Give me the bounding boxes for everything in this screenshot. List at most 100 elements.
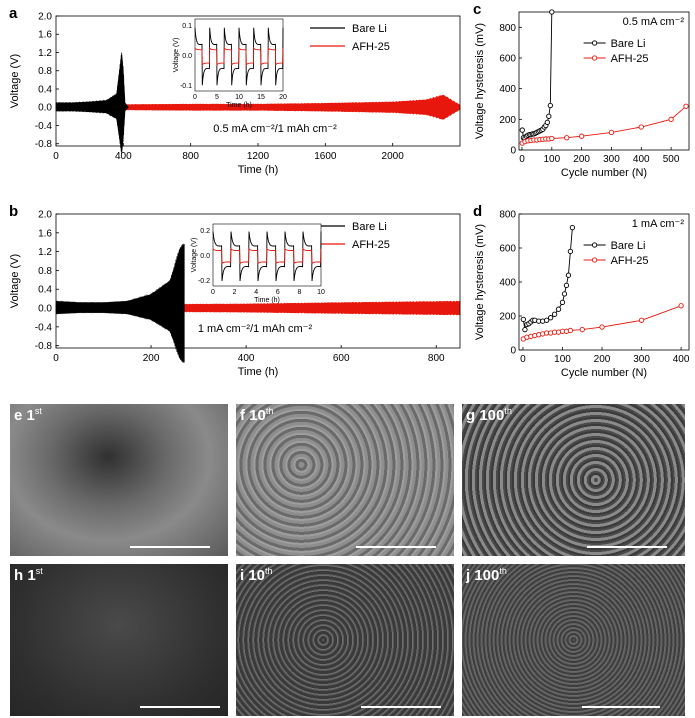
y-tick-label: -0.4 <box>35 121 53 132</box>
sem-cycle-suffix: th <box>265 406 274 416</box>
data-point-bare-li <box>567 248 574 255</box>
scale-bar <box>587 546 667 548</box>
data-point-afh-25 <box>549 135 555 142</box>
legend-label-bare-li: Bare Li <box>611 38 646 50</box>
series-bare-li-band <box>55 52 129 154</box>
inset-x-tick-label: 6 <box>276 289 280 296</box>
y-axis-label: Voltage hysteresis (mV) <box>474 224 486 340</box>
scale-bar <box>140 706 220 708</box>
inset-x-tick-label: 20 <box>279 94 287 101</box>
inset-series-afh-25 <box>212 247 322 265</box>
data-point-bare-li <box>519 127 525 133</box>
legend-marker-bare-li <box>591 40 598 46</box>
sem-cycle-suffix: th <box>504 406 512 416</box>
y-tick-label: 1.2 <box>38 247 52 258</box>
data-point-bare-li <box>561 291 568 297</box>
data-point-bare-li <box>565 272 572 278</box>
data-point-bare-li <box>551 311 558 317</box>
y-tick-label: 0.4 <box>38 285 52 296</box>
sem-image-e: e 1st <box>10 404 228 556</box>
y-tick-label: 1.6 <box>38 30 52 41</box>
y-tick-label: 400 <box>499 84 516 95</box>
sem-letter-cycle: g 100 <box>466 407 505 424</box>
legend-marker-afh-25 <box>591 257 598 263</box>
legend-label-afh-25: AFH-25 <box>611 53 649 65</box>
sem-letter-cycle: j 100 <box>466 567 500 584</box>
x-tick-label: 500 <box>663 154 680 165</box>
legend-label-bare-li: Bare Li <box>352 221 387 233</box>
y-tick-label: 800 <box>499 23 516 34</box>
sem-cycle-suffix: st <box>34 406 42 416</box>
panel-a: a 2.01.61.20.80.40.0-0.4-0.80 400 800 1200 16… <box>9 5 461 176</box>
x-tick-label: 800 <box>428 353 445 364</box>
x-tick-label: 400 <box>673 354 690 365</box>
inset-series-bare-li <box>212 231 322 282</box>
data-point-afh-25 <box>564 135 570 141</box>
sem-panel-label: h 1st <box>14 566 43 584</box>
condition-label: 1 mA cm⁻² <box>632 218 685 230</box>
data-point-afh-25 <box>578 133 585 139</box>
inset-series-afh-25 <box>194 46 284 67</box>
y-tick-label: 400 <box>499 278 516 289</box>
y-tick-label: 0.8 <box>38 66 52 77</box>
y-tick-label: -0.4 <box>35 322 53 333</box>
data-point-afh-25 <box>567 327 574 334</box>
x-axis-label: Time (h) <box>238 164 279 176</box>
x-tick-label: 0 <box>520 354 526 365</box>
sem-panel-label: j 100th <box>466 566 507 584</box>
x-tick-label: 2000 <box>382 151 405 162</box>
data-point-afh-25 <box>638 317 645 323</box>
inset-series-bare-li <box>194 27 284 86</box>
y-tick-label: 1.6 <box>38 228 52 239</box>
inset-x-tick-label: 0 <box>211 289 215 296</box>
y-tick-label: 0 <box>510 346 516 357</box>
x-tick-label: 300 <box>603 154 620 165</box>
y-tick-label: 2.0 <box>38 210 52 221</box>
x-tick-label: 200 <box>143 353 160 364</box>
data-point-bare-li <box>559 299 566 306</box>
y-tick-label: 600 <box>499 244 516 255</box>
legend-label-bare-li: Bare Li <box>352 23 387 35</box>
data-point-bare-li <box>547 315 554 321</box>
x-tick-label: 1200 <box>247 151 270 162</box>
y-axis-label: Voltage hysteresis (mV) <box>474 23 486 139</box>
scale-bar <box>356 546 436 548</box>
sem-panel-label: g 100th <box>466 406 512 424</box>
plot-frame <box>55 213 461 349</box>
inset-a: 0.1 0.0 -0.10 5 10 15 20 Voltage (V) Time (h) <box>173 18 287 109</box>
panel-d: d 0 200 400 600 800 0 100 200 300 400 Voltage hyste… <box>473 203 690 379</box>
inset-x-tick-label: 8 <box>297 289 301 296</box>
sem-panel-label: e 1st <box>14 406 42 424</box>
sem-letter-cycle: f 10 <box>240 407 266 424</box>
inset-y-tick-label: 0.2 <box>200 228 210 235</box>
x-tick-label: 200 <box>573 154 590 165</box>
y-tick-label: 0.4 <box>38 84 52 95</box>
y-axis-label: Voltage (V) <box>9 54 21 108</box>
inset-y-tick-label: 0.1 <box>182 23 192 30</box>
condition-label: 0.5 mA cm⁻²/1 mAh cm⁻² <box>213 123 337 135</box>
sem-image-i: i 10th <box>236 564 454 716</box>
inset-y-axis-label: Voltage (V) <box>173 38 180 73</box>
data-point-bare-li <box>563 282 570 289</box>
plot-frame <box>518 11 690 151</box>
data-point-afh-25 <box>683 103 689 109</box>
series-line-bare-li <box>521 11 553 140</box>
condition-label: 1 mA cm⁻²/1 mAh cm⁻² <box>198 323 313 335</box>
x-tick-label: 0 <box>53 151 59 162</box>
scale-bar <box>130 546 210 548</box>
x-tick-label: 400 <box>633 154 650 165</box>
data-point-afh-25 <box>638 124 644 130</box>
panel-c: c 0 200 400 600 800 0 100 200 300 400 500 Voltage hy… <box>473 1 690 179</box>
inset-x-tick-label: 2 <box>233 289 237 296</box>
y-tick-label: -0.8 <box>35 139 53 150</box>
inset-x-tick-label: 4 <box>254 289 258 296</box>
data-point-afh-25 <box>599 324 605 330</box>
plot-frame <box>518 213 690 351</box>
sem-cycle-suffix: st <box>35 566 43 576</box>
panel-b: b 2.01.61.20.80.40.0-0.4-0.80 200 400 600 800… <box>9 203 461 378</box>
data-point-bare-li <box>549 9 555 15</box>
data-point-afh-25 <box>579 326 585 333</box>
panel-label-b: b <box>9 203 18 220</box>
sem-letter-cycle: i 10 <box>240 567 266 584</box>
sem-cycle-suffix: th <box>265 566 273 576</box>
